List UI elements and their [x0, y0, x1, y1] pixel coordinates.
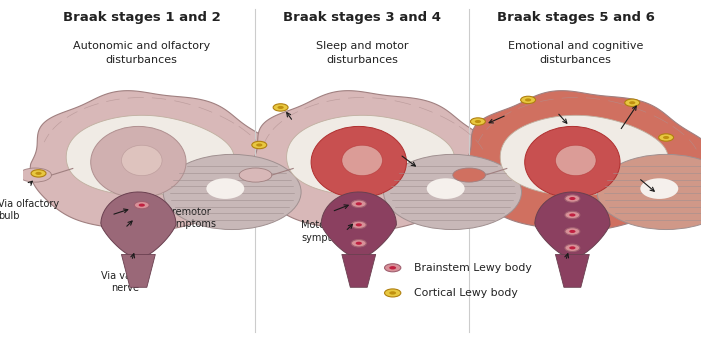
Polygon shape [501, 115, 668, 196]
Ellipse shape [122, 145, 162, 176]
Text: Cortical Lewy body: Cortical Lewy body [415, 288, 518, 298]
Circle shape [474, 120, 481, 123]
Circle shape [356, 242, 362, 245]
Circle shape [31, 170, 46, 177]
Circle shape [663, 136, 670, 139]
Ellipse shape [597, 154, 704, 229]
Circle shape [525, 98, 532, 102]
Text: Sleep and motor
disturbances: Sleep and motor disturbances [316, 41, 408, 64]
Circle shape [139, 204, 145, 207]
Circle shape [629, 101, 635, 104]
Polygon shape [464, 91, 704, 231]
Circle shape [356, 202, 362, 205]
Circle shape [570, 197, 575, 200]
Polygon shape [555, 254, 589, 287]
Polygon shape [122, 254, 156, 287]
Ellipse shape [239, 168, 272, 182]
Polygon shape [321, 192, 396, 258]
Text: Braak stages 1 and 2: Braak stages 1 and 2 [63, 11, 220, 24]
Text: Premotor
symptoms: Premotor symptoms [165, 207, 217, 229]
Circle shape [351, 240, 366, 247]
Ellipse shape [19, 168, 51, 182]
Circle shape [384, 289, 401, 297]
Circle shape [570, 246, 575, 249]
Circle shape [351, 200, 366, 207]
Ellipse shape [555, 145, 596, 176]
Circle shape [570, 230, 575, 233]
Circle shape [565, 211, 580, 219]
Circle shape [256, 144, 263, 147]
Ellipse shape [427, 178, 465, 199]
Circle shape [273, 104, 288, 111]
Ellipse shape [206, 178, 244, 199]
Polygon shape [30, 91, 279, 231]
Circle shape [356, 223, 362, 226]
Circle shape [35, 172, 42, 175]
Ellipse shape [453, 168, 486, 182]
Ellipse shape [342, 145, 382, 176]
Circle shape [570, 213, 575, 217]
Text: Braak stages 3 and 4: Braak stages 3 and 4 [283, 11, 441, 24]
Polygon shape [535, 192, 610, 258]
Circle shape [384, 264, 401, 272]
Polygon shape [342, 254, 376, 287]
Text: Emotional and cognitive
disturbances: Emotional and cognitive disturbances [508, 41, 643, 64]
Circle shape [389, 291, 396, 295]
Circle shape [252, 141, 267, 149]
Ellipse shape [641, 178, 678, 199]
Text: Autonomic and olfactory
disturbances: Autonomic and olfactory disturbances [73, 41, 210, 64]
Circle shape [470, 118, 485, 125]
Circle shape [565, 195, 580, 202]
Ellipse shape [163, 154, 301, 229]
Circle shape [389, 266, 396, 269]
Ellipse shape [91, 127, 186, 198]
Circle shape [565, 244, 580, 252]
Text: Brainstem Lewy body: Brainstem Lewy body [415, 263, 532, 273]
Circle shape [659, 134, 674, 141]
Circle shape [624, 99, 640, 106]
Circle shape [134, 202, 149, 209]
Circle shape [565, 228, 580, 235]
Ellipse shape [384, 154, 522, 229]
Ellipse shape [311, 127, 406, 198]
Circle shape [351, 221, 366, 228]
Ellipse shape [524, 127, 620, 198]
Circle shape [277, 106, 284, 109]
Polygon shape [251, 91, 500, 231]
Polygon shape [287, 115, 454, 196]
Text: Via olfactory
bulb: Via olfactory bulb [0, 198, 59, 221]
Polygon shape [66, 115, 234, 196]
Circle shape [521, 96, 536, 104]
Polygon shape [101, 192, 176, 258]
Text: Motor
symptoms: Motor symptoms [301, 220, 352, 243]
Text: Via vagus
nerve: Via vagus nerve [101, 271, 149, 294]
Text: Braak stages 5 and 6: Braak stages 5 and 6 [497, 11, 655, 24]
